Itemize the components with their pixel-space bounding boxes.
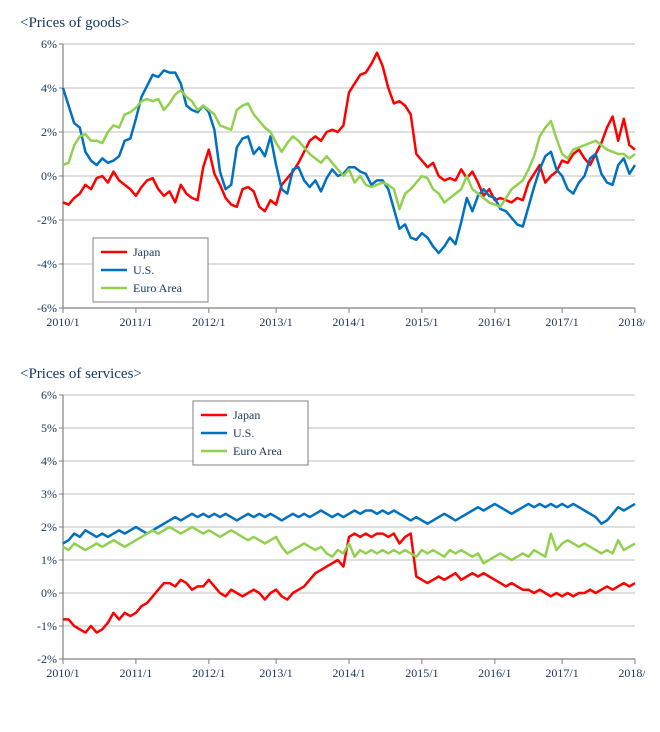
- chart-goods: <Prices of goods> -6% -4% -2% 0% 2% 4% 6% 2010/…: [15, 15, 645, 336]
- svg-text:2018/1: 2018/1: [618, 666, 645, 680]
- chart-services-title: <Prices of services>: [20, 366, 645, 383]
- svg-text:4%: 4%: [41, 81, 57, 95]
- svg-text:Euro Area: Euro Area: [133, 281, 183, 295]
- chart-goods-title: <Prices of goods>: [20, 15, 645, 32]
- svg-text:2013/1: 2013/1: [259, 666, 292, 680]
- chart-services: <Prices of services> -2% -1% 0% 1% 2% 3% 4% 5% 6…: [15, 366, 645, 687]
- svg-text:-6%: -6%: [37, 301, 57, 315]
- svg-text:2011/1: 2011/1: [119, 315, 152, 329]
- svg-text:1%: 1%: [41, 553, 57, 567]
- svg-text:2017/1: 2017/1: [545, 315, 578, 329]
- svg-text:2014/1: 2014/1: [332, 315, 365, 329]
- svg-text:Euro Area: Euro Area: [233, 444, 283, 458]
- svg-text:U.S.: U.S.: [233, 426, 254, 440]
- svg-text:2012/1: 2012/1: [192, 315, 225, 329]
- svg-text:Japan: Japan: [233, 408, 260, 422]
- svg-text:6%: 6%: [41, 37, 57, 51]
- svg-text:3%: 3%: [41, 487, 57, 501]
- chart-goods-plot: -6% -4% -2% 0% 2% 4% 6% 2010/1 2011/1 2012/1 2013/…: [15, 36, 645, 336]
- svg-text:2010/1: 2010/1: [46, 666, 79, 680]
- svg-text:2012/1: 2012/1: [192, 666, 225, 680]
- svg-text:U.S.: U.S.: [133, 263, 154, 277]
- svg-text:4%: 4%: [41, 454, 57, 468]
- svg-text:0%: 0%: [41, 586, 57, 600]
- svg-text:-2%: -2%: [37, 213, 57, 227]
- svg-text:2015/1: 2015/1: [405, 666, 438, 680]
- svg-text:2011/1: 2011/1: [119, 666, 152, 680]
- svg-text:2017/1: 2017/1: [545, 666, 578, 680]
- svg-text:Japan: Japan: [133, 245, 160, 259]
- svg-text:6%: 6%: [41, 388, 57, 402]
- svg-text:2018/1: 2018/1: [618, 315, 645, 329]
- svg-text:2016/1: 2016/1: [478, 315, 511, 329]
- svg-text:5%: 5%: [41, 421, 57, 435]
- svg-text:2013/1: 2013/1: [259, 315, 292, 329]
- svg-text:-4%: -4%: [37, 257, 57, 271]
- svg-text:0%: 0%: [41, 169, 57, 183]
- svg-text:2%: 2%: [41, 520, 57, 534]
- svg-text:2014/1: 2014/1: [332, 666, 365, 680]
- svg-text:-1%: -1%: [37, 619, 57, 633]
- svg-text:2016/1: 2016/1: [478, 666, 511, 680]
- svg-text:-2%: -2%: [37, 652, 57, 666]
- chart-services-plot: -2% -1% 0% 1% 2% 3% 4% 5% 6% 2010/1 2011/1 2012/1 20…: [15, 387, 645, 687]
- svg-text:2015/1: 2015/1: [405, 315, 438, 329]
- svg-text:2010/1: 2010/1: [46, 315, 79, 329]
- svg-text:2%: 2%: [41, 125, 57, 139]
